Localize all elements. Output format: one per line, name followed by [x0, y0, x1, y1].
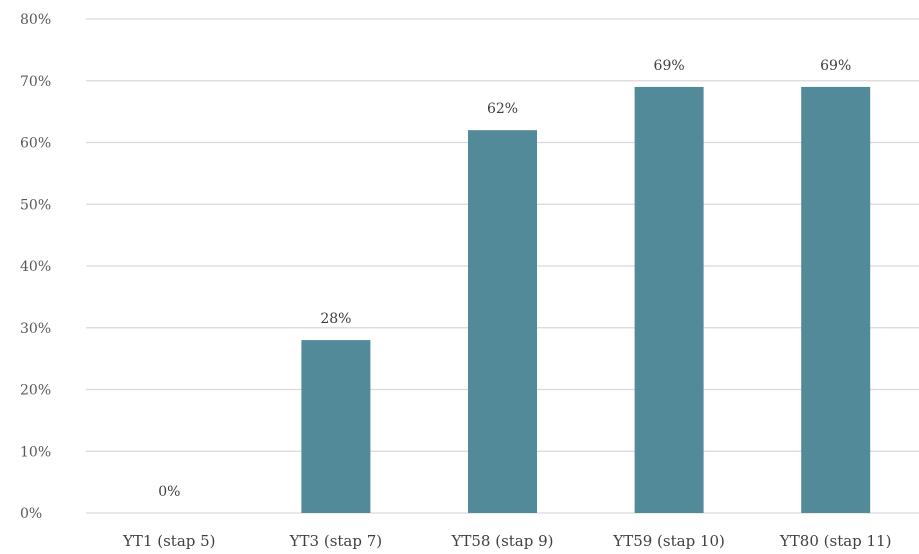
- x-category-label: YT58 (stap 9): [450, 532, 553, 550]
- data-label: 69%: [654, 58, 685, 74]
- x-category-label: YT59 (stap 10): [612, 532, 725, 550]
- y-axis-tick-labels: 0% 10% 20% 30% 40% 50% 60% 70% 80%: [20, 12, 51, 522]
- bar: [468, 130, 537, 513]
- data-label: 0%: [158, 484, 180, 500]
- x-axis-category-labels: YT1 (stap 5) YT3 (stap 7) YT58 (stap 9) YT5…: [122, 532, 891, 550]
- data-label: 28%: [320, 311, 351, 327]
- y-tick-label: 40%: [20, 259, 51, 275]
- data-label: 69%: [820, 58, 851, 74]
- y-tick-label: 60%: [20, 136, 51, 152]
- bars: [301, 86, 871, 514]
- y-tick-label: 30%: [20, 321, 51, 337]
- y-tick-label: 20%: [20, 383, 51, 399]
- x-category-label: YT80 (stap 11): [779, 532, 892, 550]
- y-tick-label: 70%: [20, 74, 51, 90]
- y-tick-label: 50%: [20, 197, 51, 213]
- x-category-label: YT1 (stap 5): [122, 532, 216, 550]
- bar: [634, 86, 704, 514]
- data-label: 62%: [487, 101, 518, 117]
- x-category-label: YT3 (stap 7): [289, 532, 383, 550]
- data-labels: 0% 28% 62% 69% 69%: [158, 58, 851, 500]
- y-tick-label: 0%: [20, 506, 42, 522]
- bar: [301, 340, 371, 513]
- y-tick-label: 10%: [20, 444, 51, 460]
- y-tick-label: 80%: [20, 12, 51, 28]
- bar: [801, 86, 871, 514]
